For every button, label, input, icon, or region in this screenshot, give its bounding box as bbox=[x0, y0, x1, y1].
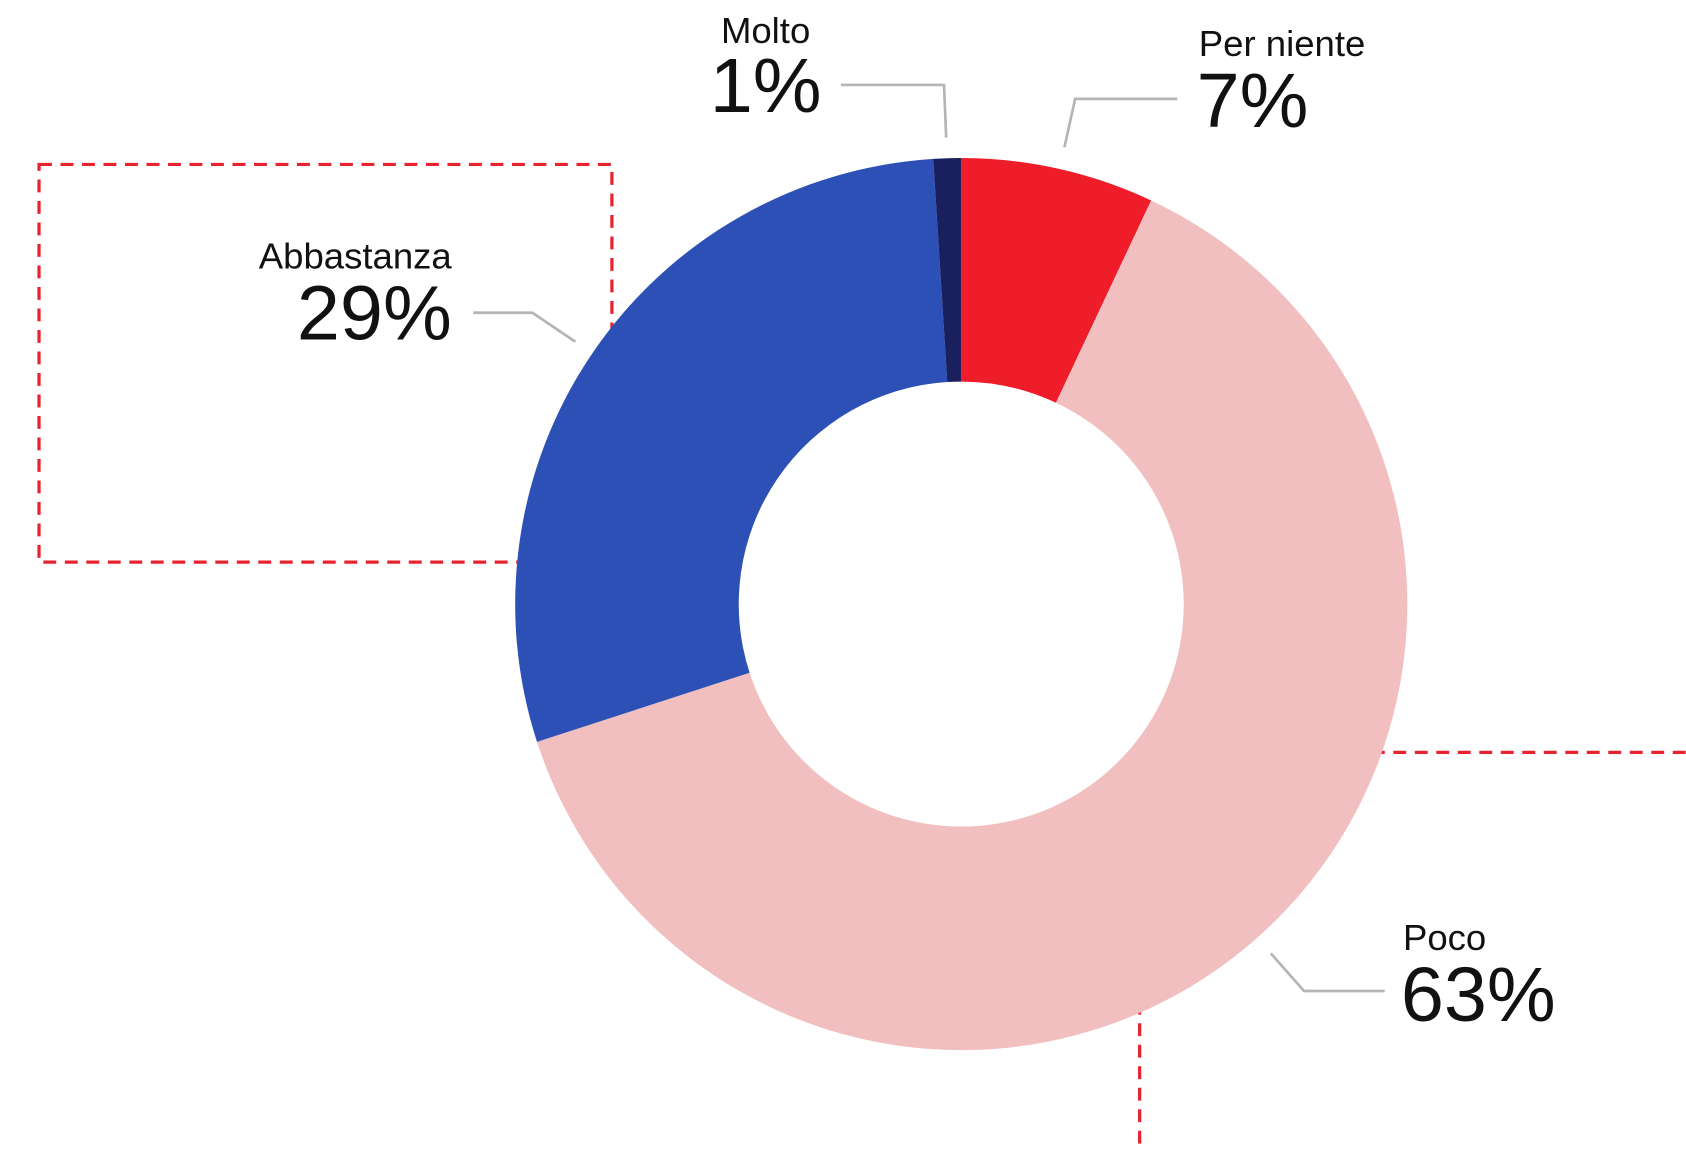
slice bbox=[933, 158, 962, 383]
donut bbox=[515, 158, 1408, 1051]
slice-value: 7% bbox=[1197, 58, 1309, 144]
highlight-box bbox=[37, 162, 614, 564]
slice-value: 29% bbox=[297, 271, 452, 357]
slice-name: Poco bbox=[1403, 917, 1486, 958]
leader-line bbox=[473, 311, 577, 343]
slice bbox=[961, 158, 1152, 403]
leader-line bbox=[1063, 97, 1178, 148]
slice-value: 63% bbox=[1401, 952, 1556, 1038]
slice bbox=[515, 158, 948, 742]
slice-name: Per niente bbox=[1199, 23, 1366, 64]
leader-line bbox=[840, 83, 948, 138]
slice-name: Molto bbox=[721, 10, 810, 51]
leader-line bbox=[1269, 952, 1385, 993]
slice bbox=[537, 200, 1408, 1051]
slice-value: 1% bbox=[710, 43, 822, 129]
slice-name: Abbastanza bbox=[259, 236, 453, 277]
